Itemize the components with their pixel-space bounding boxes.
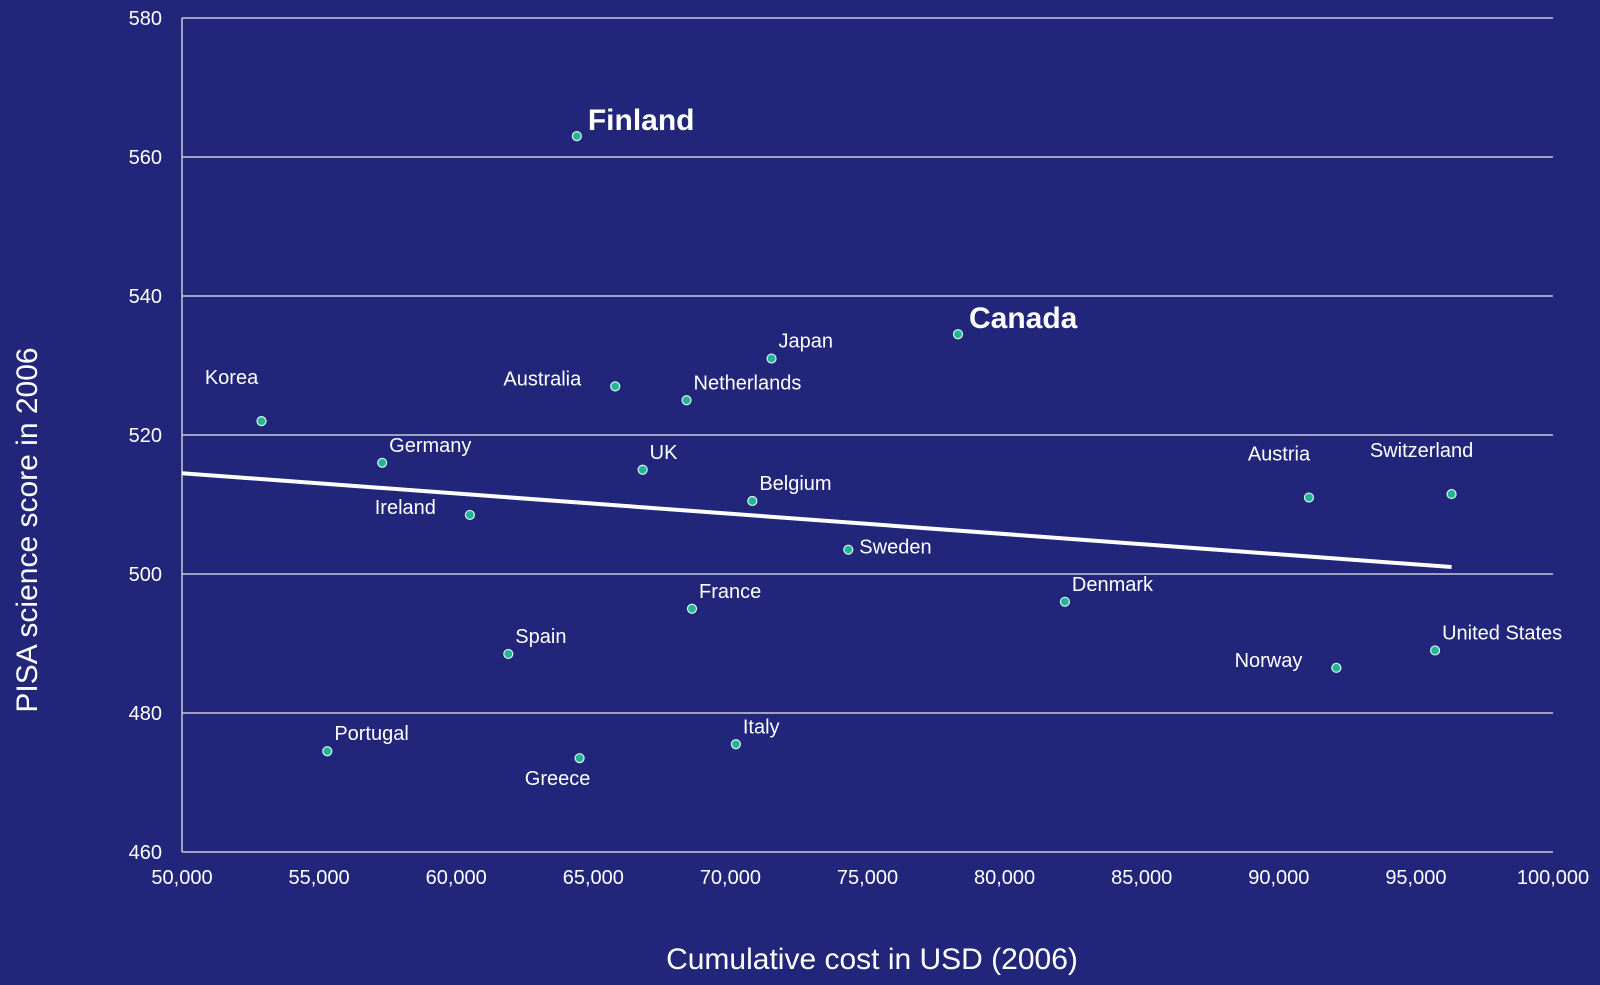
data-point	[503, 648, 514, 660]
data-point	[610, 381, 621, 392]
data-points	[256, 131, 1457, 764]
data-label: Portugal	[334, 723, 409, 745]
data-point	[952, 329, 964, 340]
x-axis-title: Cumulative cost in USD (2006)	[666, 943, 1078, 976]
data-label: Japan	[779, 331, 834, 353]
data-point	[686, 603, 698, 614]
y-axis-title: PISA science score in 2006	[11, 347, 44, 712]
x-tick-label: 70,000	[700, 867, 761, 889]
data-labels: Finland Canada Japan Australia Netherlands Ko…	[205, 104, 1562, 790]
data-label: UK	[650, 442, 678, 464]
x-tick-label: 75,000	[837, 867, 898, 889]
data-label: Sweden	[859, 537, 931, 559]
data-label: Greece	[525, 768, 591, 790]
data-point	[322, 746, 333, 757]
data-label: United States	[1442, 622, 1562, 644]
data-point	[843, 544, 854, 555]
data-label: Switzerland	[1370, 440, 1473, 462]
data-point	[1059, 596, 1071, 607]
x-tick-label: 65,000	[563, 867, 624, 889]
data-point	[1446, 488, 1457, 500]
data-point	[1429, 645, 1441, 656]
x-tick-label: 55,000	[289, 867, 350, 889]
data-point	[377, 457, 388, 468]
data-label: Australia	[503, 368, 582, 390]
data-point	[571, 131, 582, 142]
data-point	[1331, 662, 1342, 673]
data-label: Denmark	[1072, 574, 1154, 596]
data-label: Belgium	[759, 473, 831, 495]
x-tick-label: 50,000	[151, 867, 212, 889]
data-point	[464, 509, 476, 521]
grid-lines	[182, 17, 1553, 714]
data-point	[681, 395, 692, 406]
data-label: Ireland	[375, 497, 436, 519]
y-tick-label: 500	[129, 564, 162, 586]
data-point	[747, 495, 758, 507]
y-tick-label: 460	[129, 842, 162, 864]
x-tick-label: 90,000	[1248, 867, 1309, 889]
trend-line	[181, 471, 1452, 570]
data-label: Germany	[389, 435, 471, 457]
data-label: Korea	[205, 367, 259, 389]
data-point	[1303, 492, 1315, 503]
data-label: France	[699, 581, 761, 603]
data-label: Austria	[1248, 444, 1311, 466]
data-label: Finland	[588, 104, 695, 137]
x-tick-label: 60,000	[426, 867, 487, 889]
data-point	[574, 753, 585, 764]
tick-labels: 460 480 500 520 540 560 580 50,000 55,000 60,000 6…	[129, 8, 1590, 889]
data-label: Canada	[969, 302, 1078, 335]
data-point	[730, 739, 741, 750]
y-tick-label: 560	[129, 147, 162, 169]
x-tick-label: 95,000	[1385, 867, 1446, 889]
y-tick-label: 520	[129, 425, 162, 447]
y-tick-label: 540	[129, 286, 162, 308]
data-point	[256, 416, 267, 427]
data-point	[766, 353, 777, 364]
y-tick-label: 480	[129, 703, 162, 725]
axes	[181, 18, 1553, 853]
x-tick-label: 85,000	[1111, 867, 1172, 889]
data-label: Spain	[515, 626, 566, 648]
data-point	[637, 464, 648, 475]
data-label: Norway	[1235, 650, 1303, 672]
data-label: Italy	[743, 716, 780, 738]
y-tick-label: 580	[129, 8, 162, 30]
x-tick-label: 80,000	[974, 867, 1035, 889]
x-tick-label: 100,000	[1517, 867, 1589, 889]
data-label: Netherlands	[694, 372, 802, 394]
